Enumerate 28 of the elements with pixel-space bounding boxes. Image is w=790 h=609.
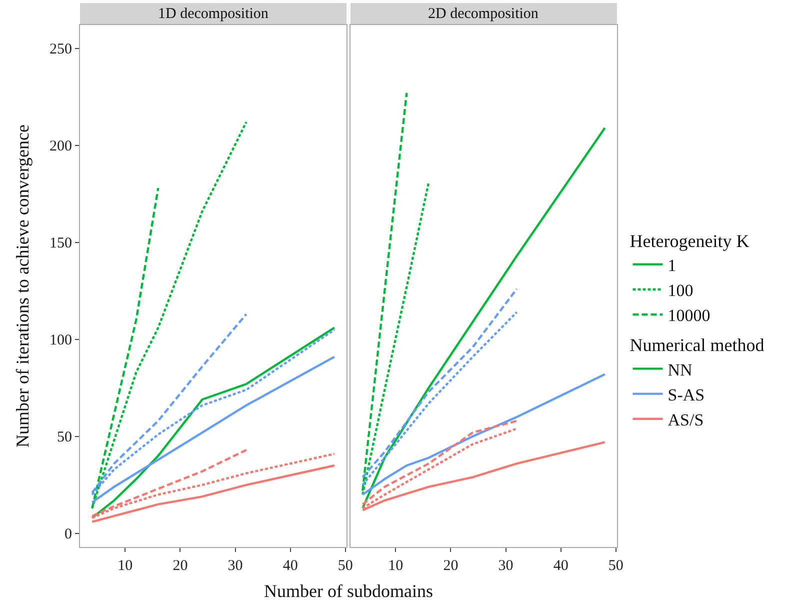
x-tick-label: 40 <box>282 558 298 574</box>
text: AS/S <box>668 410 704 430</box>
x-tick-label: 20 <box>443 558 458 574</box>
y-tick-label: 200 <box>50 138 72 155</box>
y-tick-label: 150 <box>50 236 72 252</box>
x-tick-label: 50 <box>338 558 353 574</box>
text: NN <box>668 360 692 380</box>
chart-title: 2D decomposition <box>428 6 539 22</box>
x-tick-label: 10 <box>118 558 133 574</box>
text: S-AS <box>668 385 705 404</box>
x-tick-label: 40 <box>553 558 568 574</box>
x-tick-label: 10 <box>388 558 404 574</box>
y-tick-label: 250 <box>50 42 72 58</box>
x-tick-label: 30 <box>498 558 514 574</box>
legend-label: 100 <box>668 281 694 300</box>
chart-title: 1D decomposition <box>158 6 269 22</box>
legend-title: Numerical method <box>630 335 764 356</box>
y-tick-label: 50 <box>57 430 72 446</box>
legend-label: 10000 <box>668 306 710 326</box>
x-tick-label: 50 <box>608 558 624 574</box>
x-axis-title: Number of subdomains <box>264 581 433 601</box>
legend-title: Heterogeneity K <box>630 230 750 251</box>
y-tick-label: 0 <box>64 526 72 543</box>
x-tick-label: 20 <box>172 558 188 574</box>
y-tick-label: 100 <box>50 332 72 349</box>
x-tick-label: 30 <box>228 558 243 574</box>
legend-label: 1 <box>668 256 676 275</box>
y-axis-title: Number of iterations to achieve convergence <box>12 124 33 448</box>
